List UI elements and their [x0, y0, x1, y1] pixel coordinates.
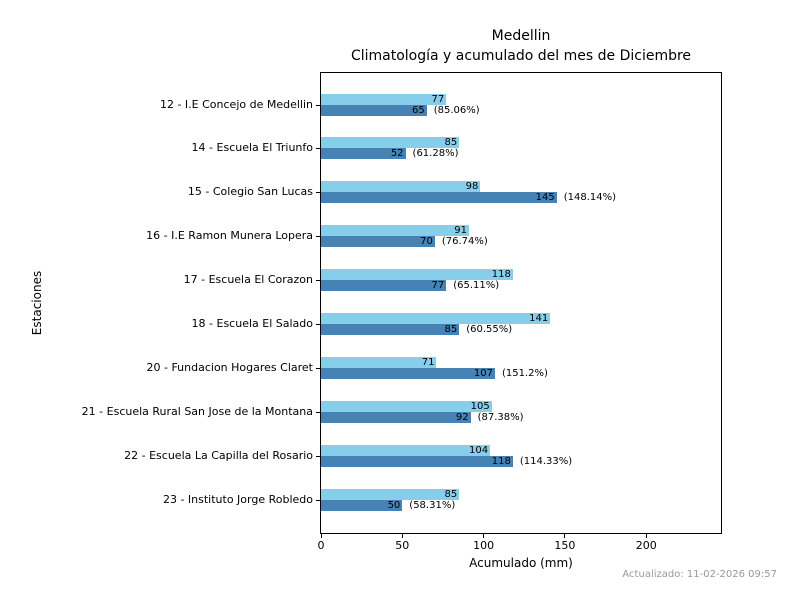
- bar-climatologia: 98: [321, 181, 481, 193]
- ytick-mark: [316, 192, 320, 194]
- percent-label: (114.33%): [519, 455, 573, 467]
- bar-value-label: 118: [491, 455, 511, 467]
- ytick-mark: [316, 148, 320, 150]
- bar-acumulado: 70: [321, 236, 435, 248]
- xaxis-label: Acumulado (mm): [469, 556, 573, 570]
- xtick-mark: [564, 534, 566, 538]
- bar-value-label: 145: [535, 192, 555, 204]
- ytick-label: 16 - I.E Ramon Munera Lopera: [146, 229, 313, 243]
- xtick-mark: [320, 534, 322, 538]
- ytick-mark: [316, 324, 320, 325]
- bar-climatologia: 105: [321, 400, 492, 412]
- ytick-mark: [316, 236, 320, 238]
- ytick-label: 20 - Fundacion Hogares Claret: [146, 360, 314, 374]
- ytick-mark: [316, 367, 320, 369]
- bar-value-label: 71: [421, 356, 435, 368]
- ytick-label: 14 - Escuela El Triunfo: [191, 141, 313, 155]
- bar-value-label: 52: [390, 148, 404, 160]
- bar-climatologia: 141: [321, 313, 551, 324]
- bar-value-label: 104: [469, 444, 489, 456]
- bar-climatologia: 118: [321, 269, 513, 281]
- bar-climatologia: 77: [321, 93, 447, 105]
- chart-title-line1: Medellin: [491, 28, 551, 44]
- xtick-label: 0: [317, 539, 325, 552]
- xtick-label: 150: [554, 539, 576, 552]
- bar-climatologia: 85: [321, 137, 460, 149]
- bar-value-label: 50: [387, 499, 401, 511]
- bar-acumulado: 52: [321, 148, 406, 160]
- xtick-label: 200: [635, 539, 657, 552]
- ytick-label: 22 - Escuela La Capilla del Rosario: [124, 448, 313, 462]
- xtick-label: 50: [395, 539, 410, 552]
- bar-value-label: 85: [444, 137, 458, 149]
- bar-acumulado: 77: [321, 280, 447, 292]
- bar-value-label: 141: [529, 313, 549, 324]
- bar-value-label: 118: [491, 269, 511, 281]
- bar-value-label: 107: [473, 367, 493, 379]
- bar-value-label: 85: [444, 488, 458, 500]
- percent-label: (60.55%): [466, 324, 513, 335]
- bar-acumulado: 50: [321, 499, 403, 511]
- bar-climatologia: 85: [321, 488, 460, 500]
- bar-value-label: 98: [465, 181, 479, 193]
- xtick-mark: [483, 534, 485, 538]
- updated-timestamp: Actualizado: 11-02-2026 09:57: [622, 569, 777, 580]
- ytick-mark: [316, 411, 320, 413]
- ytick-mark: [316, 499, 320, 501]
- xtick-mark: [401, 534, 403, 538]
- bar-value-label: 92: [455, 411, 469, 423]
- ytick-label: 17 - Escuela El Corazon: [183, 273, 313, 287]
- ytick-mark: [316, 280, 320, 282]
- bar-value-label: 65: [411, 104, 425, 116]
- bar-acumulado: 145: [321, 192, 557, 204]
- bar-value-label: 77: [431, 93, 445, 105]
- bar-value-label: 91: [454, 225, 467, 237]
- bar-value-label: 85: [444, 324, 458, 335]
- xtick-label: 100: [473, 539, 495, 552]
- percent-label: (61.28%): [412, 148, 459, 160]
- ytick-mark: [316, 455, 320, 457]
- ytick-label: 15 - Colegio San Lucas: [187, 185, 313, 199]
- percent-label: (151.2%): [501, 367, 548, 379]
- bar-climatologia: 104: [321, 444, 491, 456]
- ytick-label: 23 - Instituto Jorge Robledo: [162, 492, 313, 506]
- ytick-label: 21 - Escuela Rural San Jose de la Montan…: [81, 404, 313, 418]
- percent-label: (87.38%): [477, 411, 524, 423]
- bar-value-label: 70: [420, 236, 433, 248]
- chart-title: Medellin Climatología y acumulado del me…: [320, 26, 722, 66]
- bar-acumulado: 92: [321, 411, 471, 423]
- bar-climatologia: 71: [321, 356, 437, 368]
- percent-label: (76.74%): [441, 236, 488, 248]
- yaxis-label: Estaciones: [30, 270, 44, 336]
- percent-label: (85.06%): [433, 104, 480, 116]
- xtick-mark: [645, 534, 647, 538]
- bar-value-label: 77: [431, 280, 445, 292]
- bar-acumulado: 65: [321, 104, 427, 116]
- plot-area: 12 - I.E Concejo de Medellin 77 65 (85.06%)…: [82, 72, 722, 552]
- ytick-mark: [316, 104, 320, 106]
- bar-acumulado: 118: [321, 455, 513, 467]
- ytick-label: 18 - Escuela El Salado: [191, 317, 313, 330]
- bar-climatologia: 91: [321, 225, 469, 237]
- chart-title-line2: Climatología y acumulado del mes de Dici…: [350, 48, 692, 64]
- bar-acumulado: 107: [321, 367, 495, 379]
- percent-label: (65.11%): [453, 280, 500, 292]
- percent-label: (148.14%): [563, 192, 617, 204]
- bar-acumulado: 85: [321, 324, 460, 335]
- percent-label: (58.31%): [409, 499, 456, 511]
- bar-value-label: 105: [470, 400, 490, 412]
- ytick-label: 12 - I.E Concejo de Medellin: [159, 97, 313, 111]
